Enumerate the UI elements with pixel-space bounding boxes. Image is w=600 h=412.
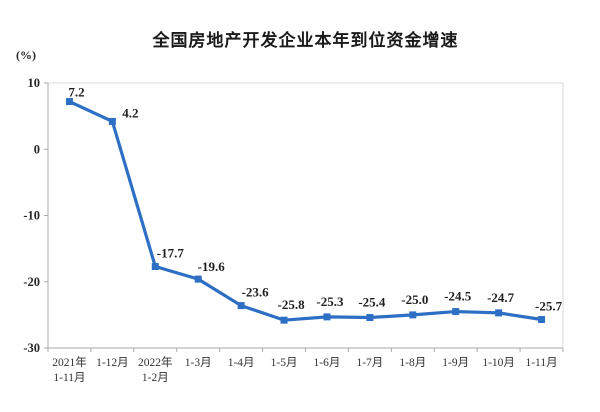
chart-title: 全国房地产开发企业本年到位资金增速 [152, 31, 459, 50]
data-label: -24.7 [487, 290, 515, 305]
x-axis-category-label: 1-12月 [96, 357, 129, 369]
data-point-marker [237, 302, 245, 310]
data-point-marker [194, 275, 202, 283]
data-label: -19.6 [198, 259, 226, 274]
data-label: 7.2 [68, 85, 84, 100]
x-axis-category-label: 1-5月 [271, 357, 298, 369]
y-axis-unit-label: (%) [16, 48, 36, 62]
data-label: -25.8 [277, 297, 305, 312]
x-axis-category-label: 1-10月 [482, 357, 515, 369]
plot-area-border [47, 82, 564, 349]
data-point-marker [452, 308, 460, 316]
data-point-marker [151, 263, 159, 271]
data-point-marker [366, 314, 374, 322]
data-point-marker [65, 98, 73, 106]
data-point-marker [538, 316, 546, 324]
data-point-marker [323, 313, 331, 321]
data-label: -24.5 [444, 289, 472, 304]
data-label: -25.4 [358, 295, 386, 310]
x-axis-category-label: 1-11月 [53, 372, 85, 384]
x-axis-category-label: 1-7月 [356, 357, 383, 369]
y-axis-tick-label: -30 [23, 341, 40, 355]
data-label: -17.7 [157, 246, 185, 261]
data-point-marker [409, 311, 417, 319]
x-axis-category-label: 1-6月 [314, 357, 341, 369]
x-axis-category-label: 1-8月 [399, 357, 426, 369]
data-point-marker [495, 309, 503, 317]
data-label: 4.2 [122, 105, 138, 120]
y-axis-tick-label: -10 [23, 209, 40, 223]
data-label: -25.3 [316, 294, 344, 309]
x-axis-category-label: 1-11月 [525, 357, 557, 369]
data-point-marker [280, 316, 288, 324]
y-axis-tick-label: 0 [34, 142, 40, 156]
x-axis-category-label: 2022年 [138, 355, 173, 369]
x-axis-category-label: 1-4月 [228, 357, 255, 369]
data-label: -23.6 [242, 285, 270, 300]
x-axis-category-label: 2021年 [52, 355, 87, 369]
y-axis-tick-label: 10 [28, 76, 41, 90]
y-axis-tick-label: -20 [23, 275, 40, 289]
data-label: -25.0 [401, 292, 428, 307]
series-line [68, 100, 542, 322]
data-point-marker [108, 117, 116, 125]
x-axis-category-label: 1-2月 [142, 372, 169, 384]
data-label: -25.7 [535, 299, 563, 314]
x-axis-category-label: 1-9月 [442, 357, 469, 369]
x-axis-category-label: 1-3月 [185, 357, 212, 369]
